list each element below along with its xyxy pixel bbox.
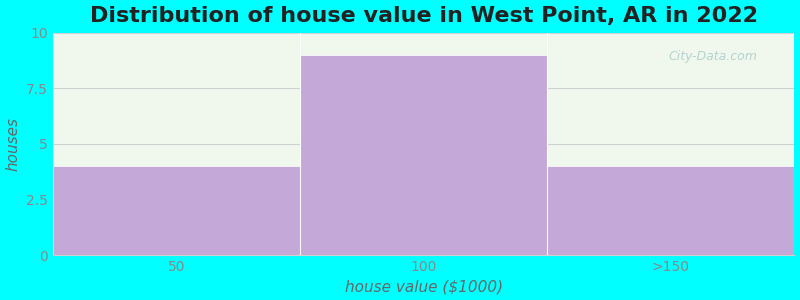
Title: Distribution of house value in West Point, AR in 2022: Distribution of house value in West Poin… [90, 6, 758, 26]
Y-axis label: houses: houses [6, 117, 21, 171]
Bar [53, 166, 300, 255]
Text: City-Data.com: City-Data.com [668, 50, 758, 64]
Bar [300, 55, 547, 255]
Bar [547, 166, 794, 255]
X-axis label: house value ($1000): house value ($1000) [345, 279, 502, 294]
